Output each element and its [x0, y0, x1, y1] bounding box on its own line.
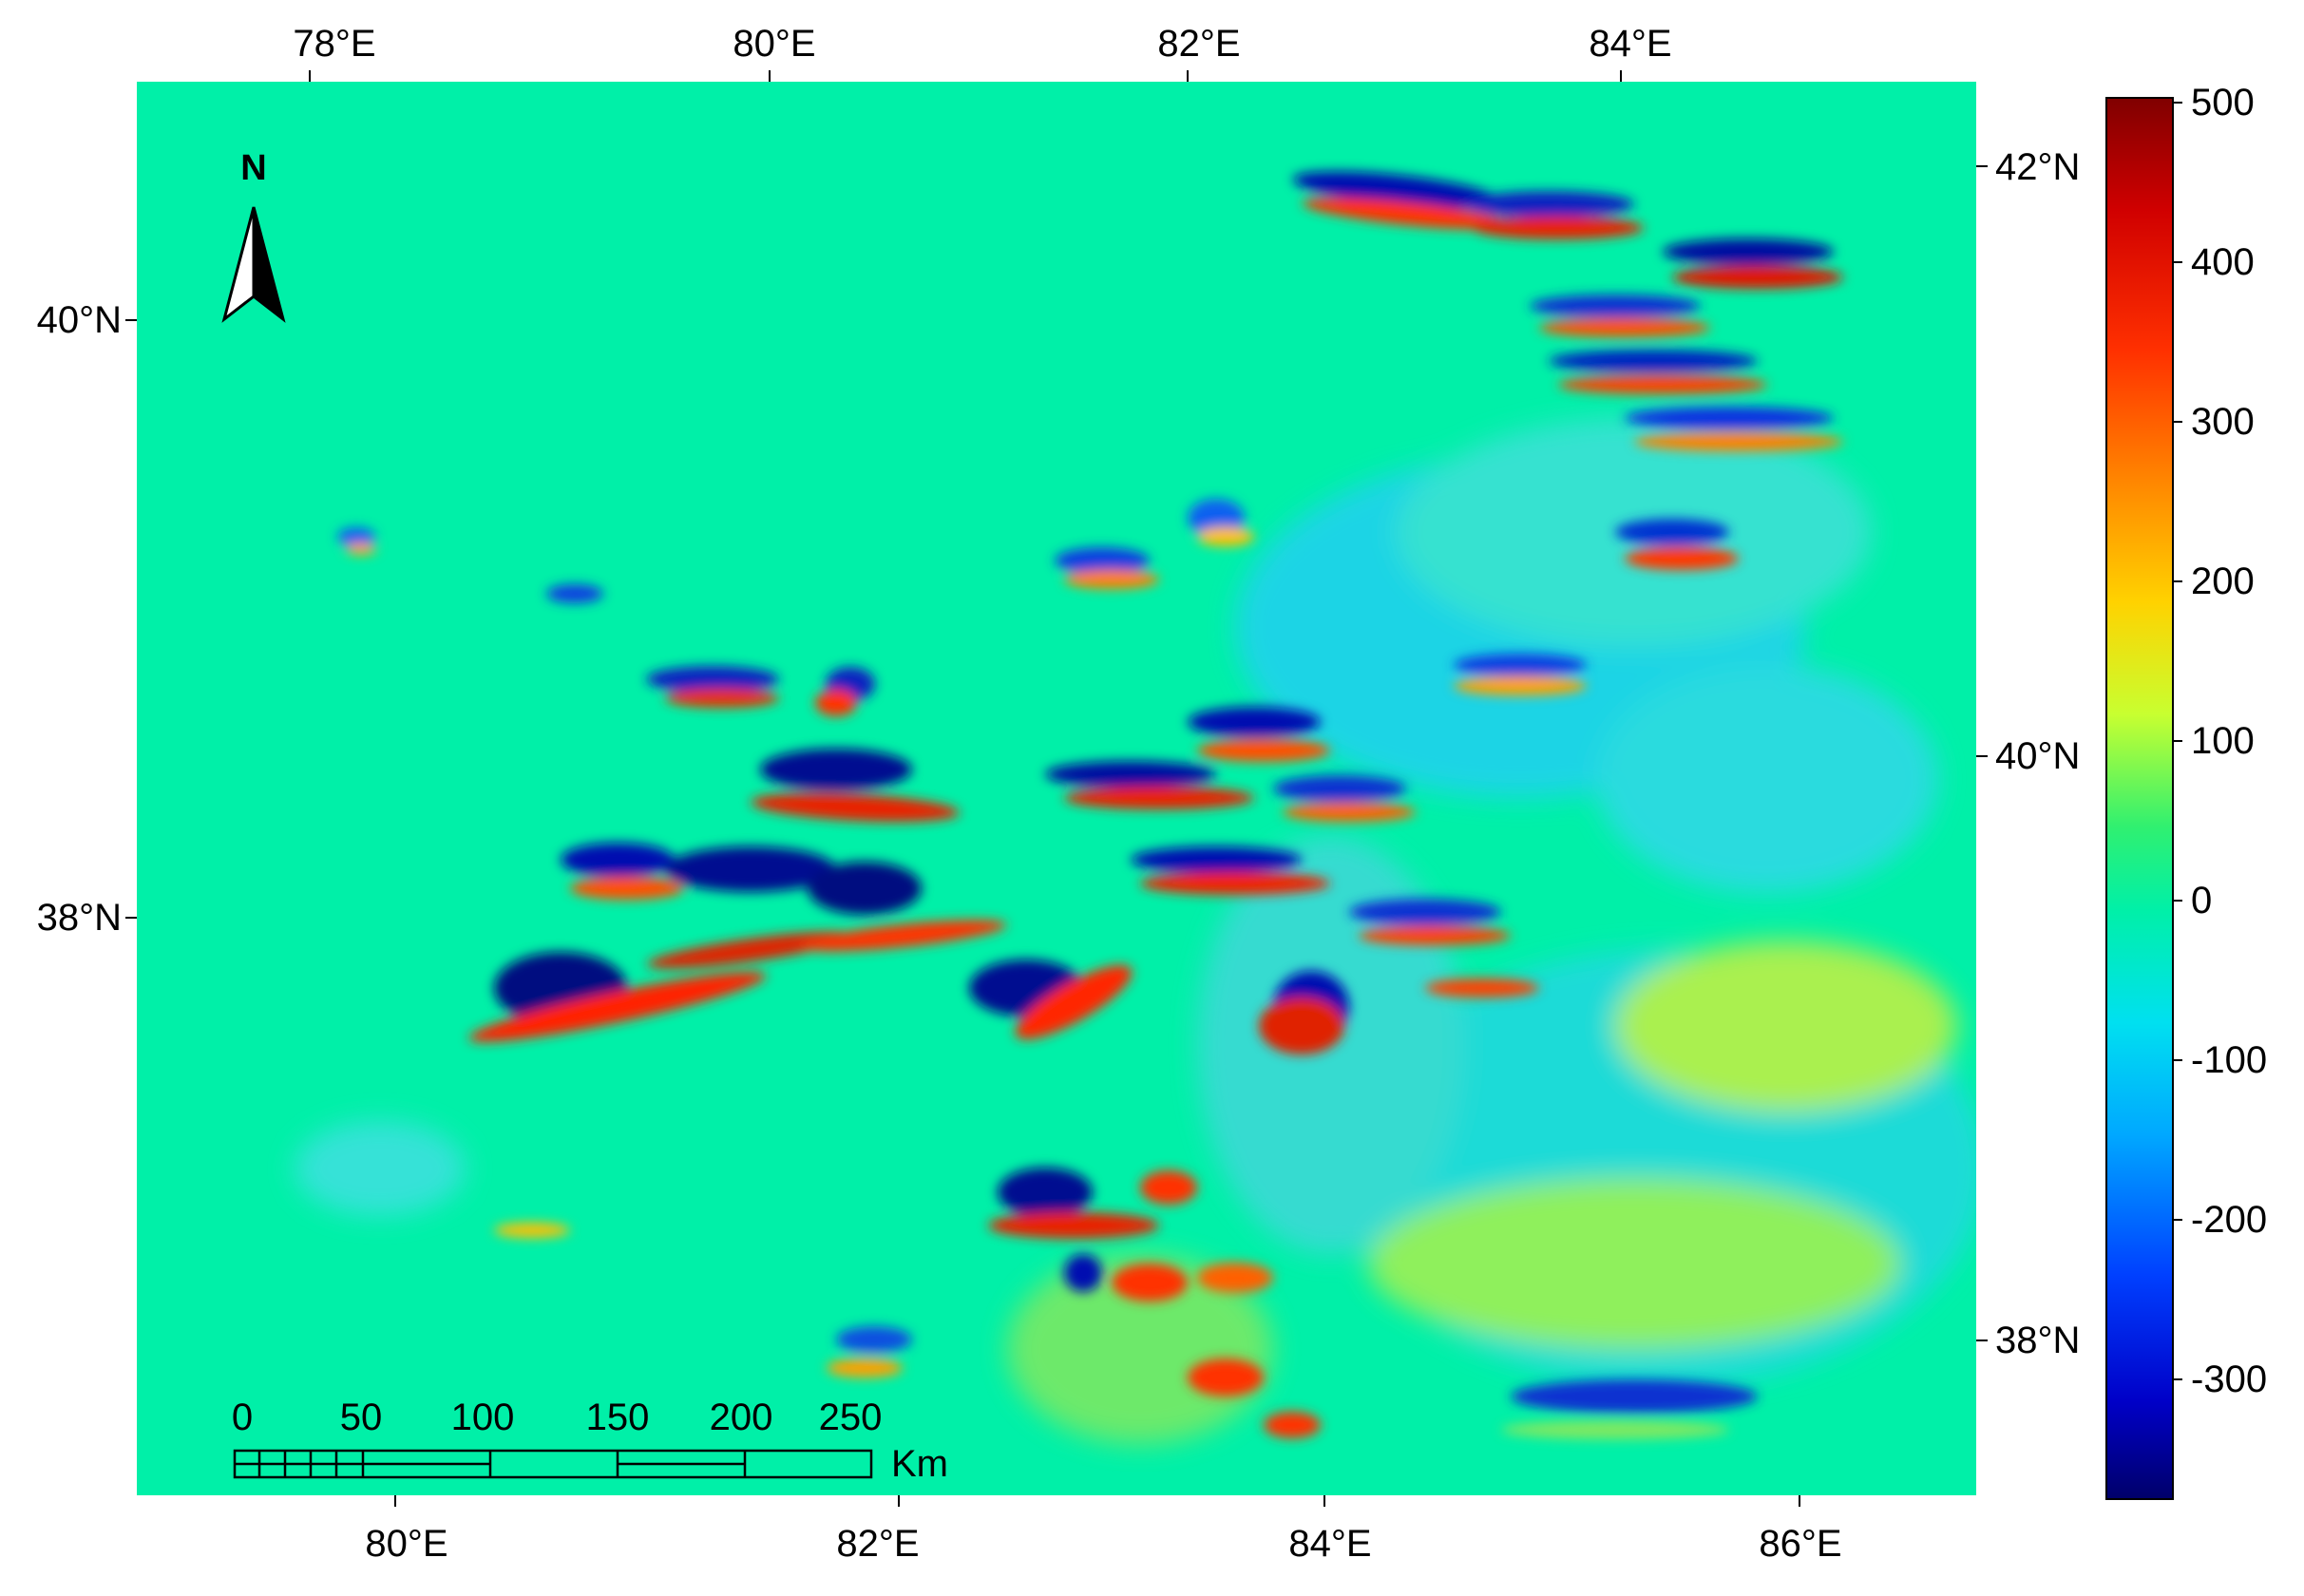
- lat-right-label-2: 40°N: [1995, 735, 2081, 777]
- lon-bottom-label-1: 80°E: [365, 1523, 448, 1565]
- lon-top-label-3: 82°E: [1157, 23, 1241, 65]
- lon-top-label-4: 84°E: [1589, 23, 1672, 65]
- north-arrow-label: N: [240, 148, 267, 188]
- scale-label-150: 150: [585, 1396, 650, 1438]
- colorbar-label-500: 500: [2191, 82, 2255, 124]
- lon-top-label-1: 78°E: [293, 23, 376, 65]
- scale-unit-label: Km: [891, 1443, 948, 1485]
- colorbar: [2105, 97, 2174, 1500]
- scale-bar-icon: [233, 1449, 873, 1479]
- colorbar-label-0: 0: [2191, 880, 2213, 922]
- lon-bottom-label-3: 84°E: [1288, 1523, 1372, 1565]
- north-arrow-icon: [221, 206, 286, 323]
- colorbar-ticks: [2173, 102, 2182, 1380]
- anomaly-patterns: [295, 171, 1976, 1444]
- scale-label-200: 200: [709, 1396, 773, 1438]
- colorbar-label-400: 400: [2191, 241, 2255, 283]
- lon-bottom-label-4: 86°E: [1759, 1523, 1842, 1565]
- scale-label-0: 0: [231, 1396, 254, 1438]
- lat-right-label-3: 38°N: [1995, 1320, 2081, 1361]
- lon-top-label-2: 80°E: [733, 23, 816, 65]
- lat-left-label-1: 40°N: [36, 299, 122, 341]
- scale-label-100: 100: [450, 1396, 515, 1438]
- colorbar-label-neg100: -100: [2191, 1039, 2268, 1081]
- colorbar-label-200: 200: [2191, 560, 2255, 602]
- map-axis-ticks: [125, 70, 1988, 1507]
- colorbar-label-neg200: -200: [2191, 1199, 2268, 1241]
- colorbar-label-300: 300: [2191, 401, 2255, 443]
- colorbar-label-neg300: -300: [2191, 1358, 2268, 1400]
- lon-bottom-label-2: 82°E: [836, 1523, 920, 1565]
- scale-label-250: 250: [818, 1396, 883, 1438]
- lat-right-label-1: 42°N: [1995, 146, 2081, 188]
- scale-label-50: 50: [339, 1396, 383, 1438]
- lat-left-label-2: 38°N: [36, 897, 122, 939]
- colorbar-label-100: 100: [2191, 720, 2255, 762]
